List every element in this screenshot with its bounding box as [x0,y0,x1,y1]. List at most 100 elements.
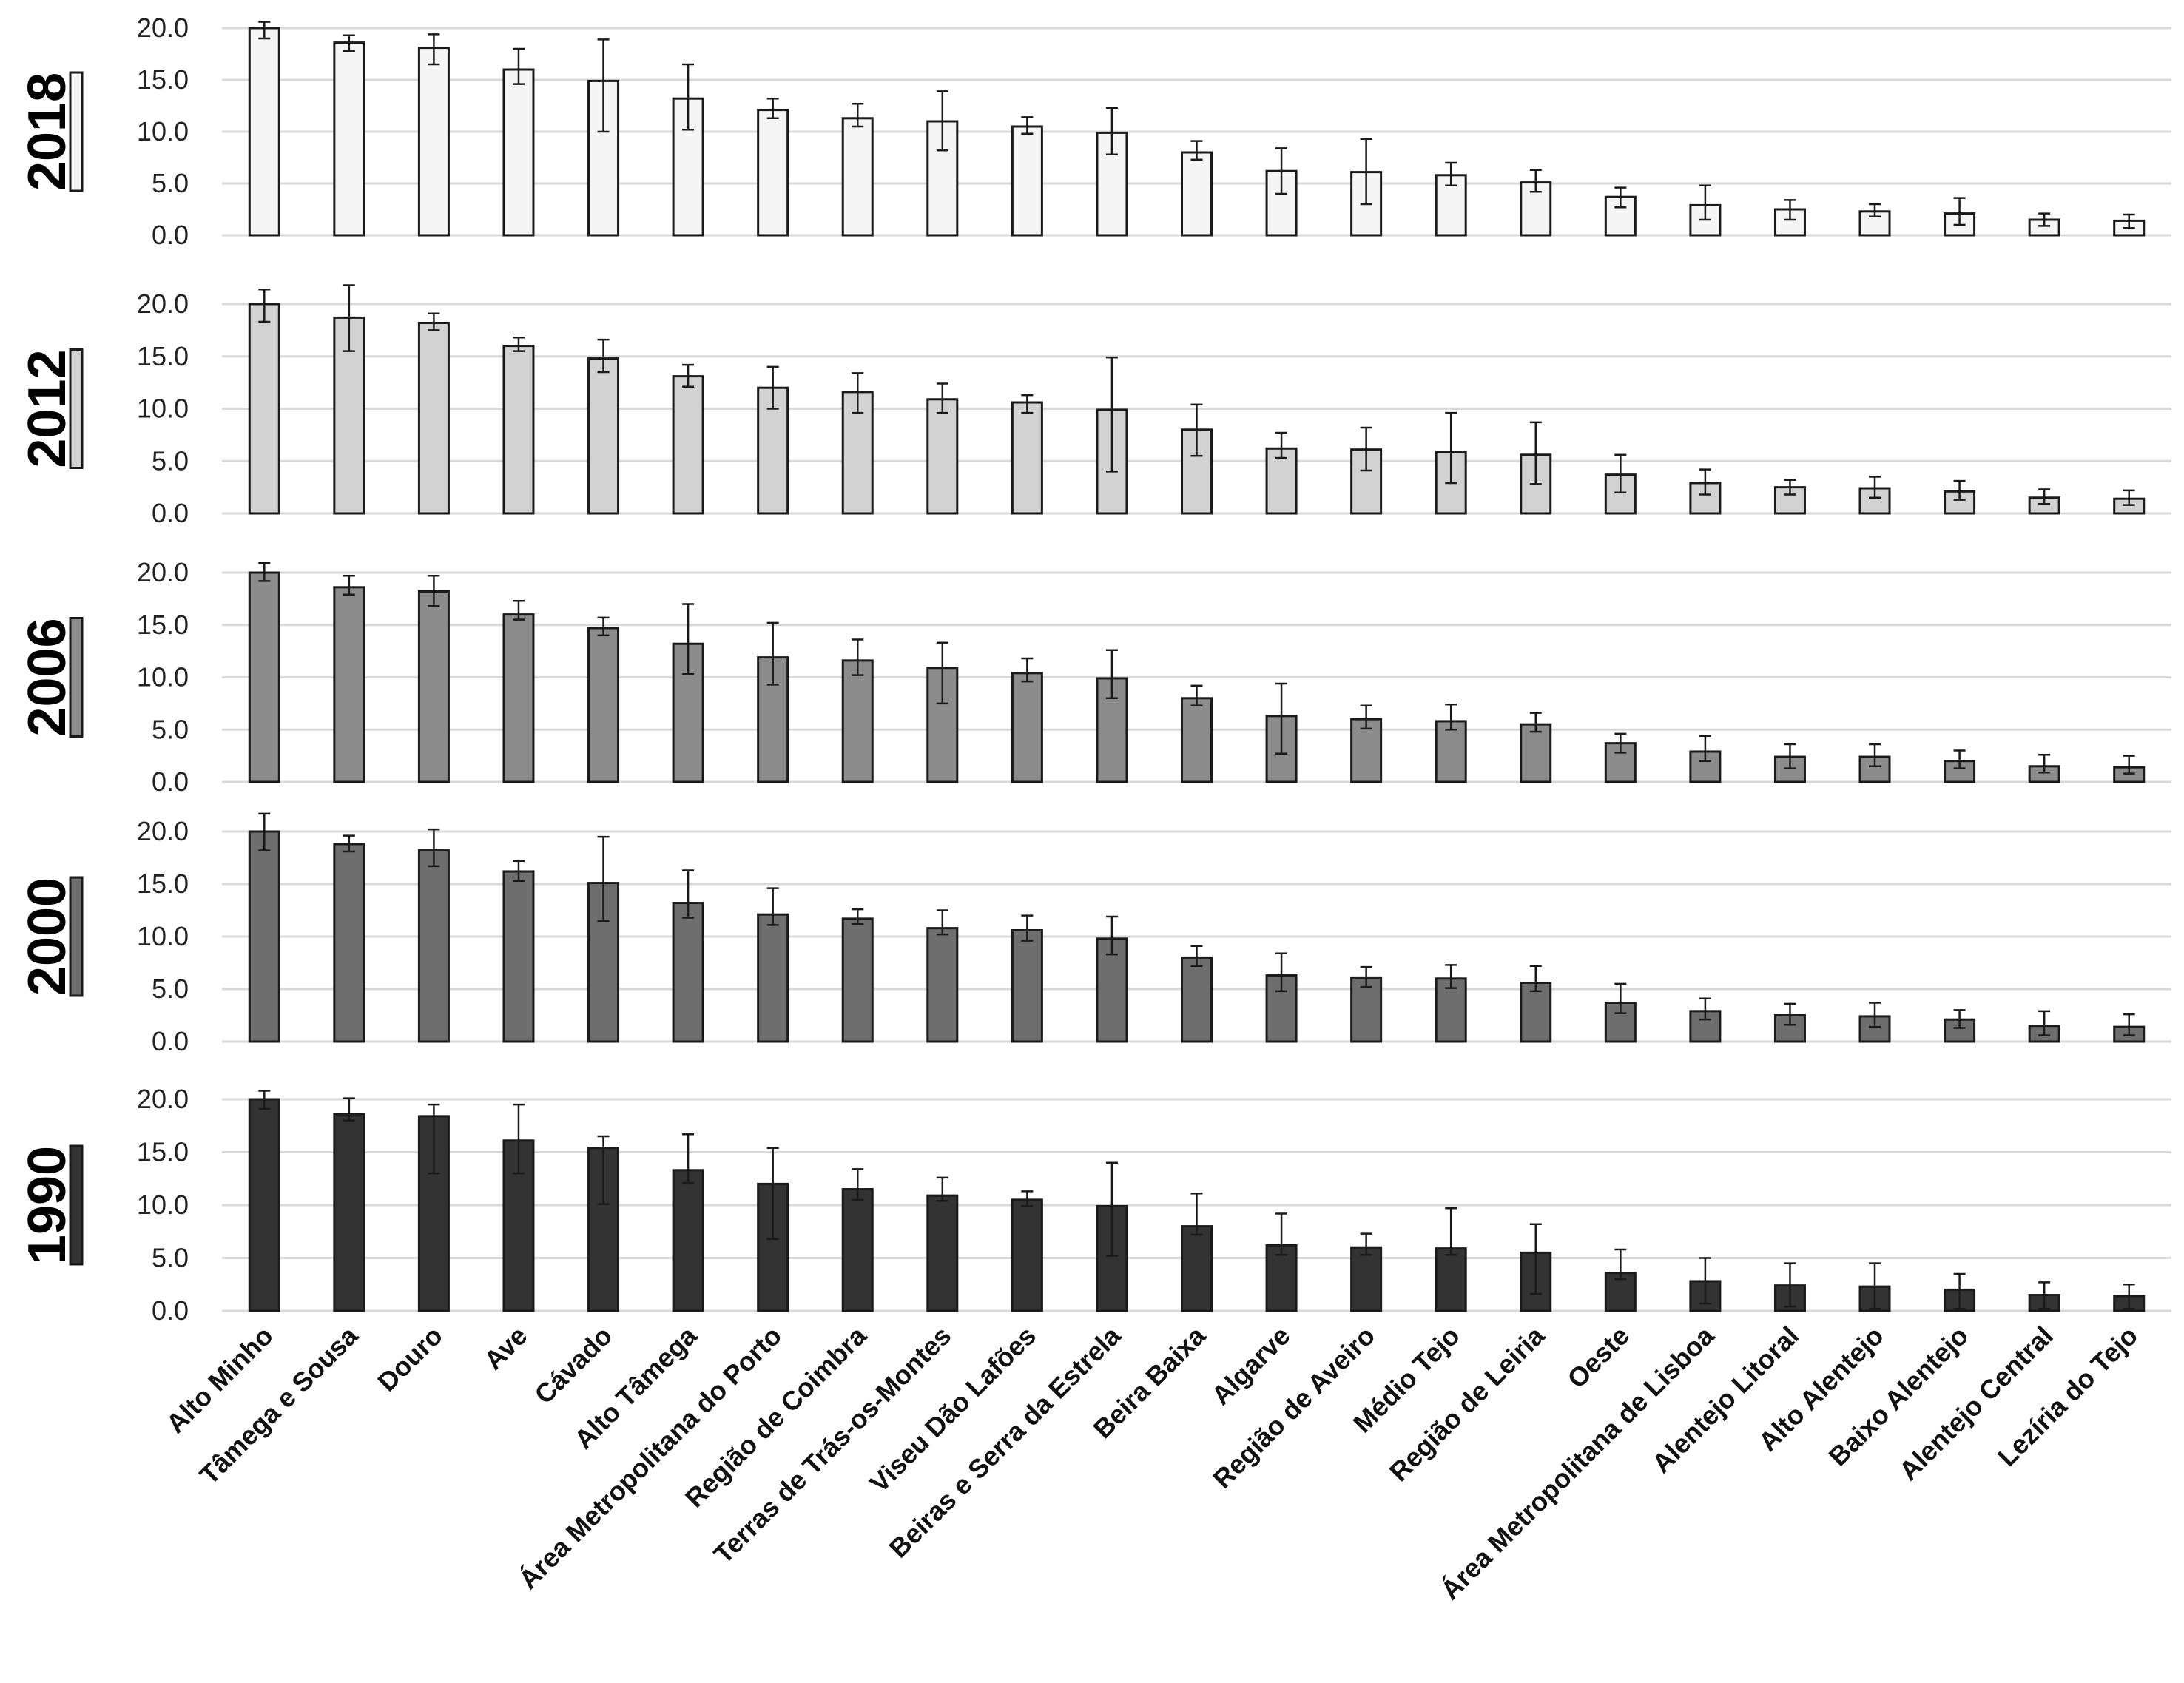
bar [248,571,280,783]
error-bar [428,574,440,607]
bar [1265,1244,1298,1312]
error-bar [2038,212,2051,227]
legend-swatch [69,1144,84,1266]
y-tick-label: 5.0 [152,974,189,1004]
bar [757,913,789,1043]
panel-2000: 0.0 5.0 10.0 15.0 20.0 2000 [18,812,2171,1056]
error-bar [1784,743,1796,769]
bar [417,590,450,783]
bar [587,357,620,515]
panel-2012: 0.0 5.0 10.0 15.0 20.0 2012 [18,284,2171,528]
x-tick-label: Alentejo Litoral [1646,1321,1804,1479]
error-bar [1699,184,1711,221]
bar [1011,928,1043,1043]
y-tick-label: 10.0 [137,1190,189,1220]
y-tick-label: 15.0 [137,869,189,899]
error-bar [258,562,271,582]
bar [333,586,365,783]
error-bar [2123,213,2135,229]
error-bar [512,599,525,621]
bar [248,830,280,1043]
bar [1181,151,1213,237]
error-bar [2038,488,2051,505]
error-bar [512,1103,525,1175]
error-bar [1869,1262,1881,1310]
error-bar [852,1168,864,1201]
error-bar [343,284,355,352]
error-bar [1869,203,1881,218]
y-tick-label: 15.0 [137,610,189,640]
bar [333,1113,365,1312]
y-tick-label: 20.0 [137,1084,189,1114]
error-bar [852,102,864,128]
bar [1350,1246,1383,1312]
bar [672,1169,704,1312]
error-bar [682,1133,695,1184]
error-bar [1275,952,1288,993]
error-bar [2123,489,2135,506]
error-bar [343,34,355,53]
error-bar [766,887,779,926]
error-bar [428,1103,440,1175]
error-bar [682,869,695,919]
error-bar [2123,1284,2135,1310]
error-bar [512,47,525,85]
panel-2006: 0.0 5.0 10.0 15.0 20.0 2006 [18,557,2171,797]
error-bar [1445,1207,1457,1256]
error-bar [1021,116,1034,135]
bar [841,659,874,783]
legend-swatch [69,876,84,997]
error-bar [1190,403,1203,457]
bar [1011,1198,1043,1312]
error-bar [2038,1281,2051,1310]
error-bar [766,365,779,410]
error-bar [1190,684,1203,706]
bar [417,47,450,237]
error-bar [1105,915,1118,956]
error-bar [1360,1232,1372,1256]
error-bar [1360,426,1372,472]
y-tick-label: 20.0 [137,289,189,319]
y-tick-label: 0.0 [152,220,189,250]
bar [1011,401,1043,515]
error-bar [852,908,864,925]
y-tick-label: 5.0 [152,714,189,744]
error-bar [1021,914,1034,942]
bar [1435,1247,1467,1312]
error-bar [1614,453,1627,493]
bar [841,117,874,237]
bar [502,68,535,237]
y-tick-label: 0.0 [152,766,189,797]
error-bar [682,603,695,675]
error-bar [1699,468,1711,496]
error-bar [597,338,610,374]
legend-swatch [69,348,84,469]
bar [1181,697,1213,783]
error-bar [766,621,779,686]
error-bar [1953,479,1966,501]
y-tick-label: 10.0 [137,662,189,692]
bar [1181,956,1213,1043]
panel-2018: 0.0 5.0 10.0 15.0 20.0 2018 [18,13,2171,250]
error-bar [1529,421,1542,485]
error-bar [258,21,271,40]
error-bar [936,641,948,705]
bar [1011,125,1043,237]
error-bar [1529,169,1542,193]
y-tick-label: 10.0 [137,394,189,424]
bar [417,321,450,515]
error-bar [597,38,610,133]
error-bar [1275,682,1288,755]
bar [248,27,280,237]
error-bar [597,835,610,922]
error-bar [258,812,271,851]
y-tick-label: 0.0 [152,498,189,528]
error-bar [258,288,271,323]
bar [926,1194,959,1312]
error-bar [1360,965,1372,988]
y-tick-label: 20.0 [137,557,189,587]
bar [333,843,365,1043]
error-bar [766,1147,779,1241]
error-bar [1190,945,1203,968]
